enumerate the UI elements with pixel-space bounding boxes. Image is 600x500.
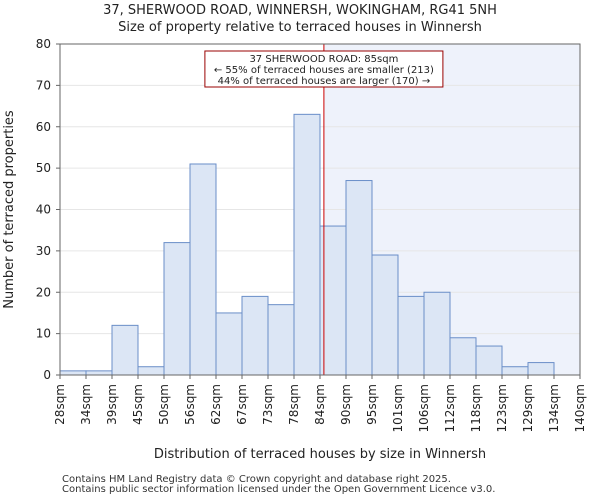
footer-line-1: Contains HM Land Registry data © Crown c… — [62, 474, 451, 485]
bar-101sqm — [397, 295, 425, 376]
bar-90sqm — [345, 180, 373, 376]
bar-34sqm — [85, 370, 113, 376]
y-tick-label: 50 — [36, 161, 51, 175]
y-tick-label: 80 — [36, 37, 51, 51]
y-tick-label: 40 — [36, 203, 51, 217]
x-tick-label: 90sqm — [339, 384, 353, 425]
bar-67sqm — [241, 295, 269, 376]
annotation-line-3: 44% of terraced houses are larger (170) … — [218, 76, 431, 87]
x-tick-label: 50sqm — [157, 384, 171, 425]
y-tick-label: 20 — [36, 285, 51, 299]
annotation-line-2: ← 55% of terraced houses are smaller (21… — [214, 65, 434, 76]
bar-28sqm — [59, 370, 87, 376]
x-axis-label: Distribution of terraced houses by size … — [154, 447, 486, 462]
x-tick-label: 101sqm — [391, 384, 405, 432]
bar-50sqm — [163, 242, 191, 376]
x-tick-label: 106sqm — [417, 384, 431, 432]
footer-line-2: Contains public sector information licen… — [62, 484, 496, 495]
bar-118sqm — [475, 345, 503, 376]
bar-73sqm — [267, 304, 295, 376]
x-tick-label: 112sqm — [443, 384, 457, 432]
chart-subtitle: Size of property relative to terraced ho… — [118, 20, 482, 35]
x-tick-label: 28sqm — [53, 384, 67, 425]
x-tick-label: 118sqm — [469, 384, 483, 432]
x-axis-ticks: 28sqm 34sqm 39sqm 45sqm 50sqm 56sqm 62sqm 67sqm… — [53, 375, 587, 432]
x-tick-label: 34sqm — [79, 384, 93, 425]
x-tick-label: 123sqm — [495, 384, 509, 432]
annotation-line-1: 37 SHERWOOD ROAD: 85sqm — [249, 54, 398, 65]
x-tick-label: 84sqm — [313, 384, 327, 425]
y-tick-label: 10 — [36, 327, 51, 341]
chart-title: 37, SHERWOOD ROAD, WINNERSH, WOKINGHAM, … — [103, 3, 497, 18]
annotation-frame — [204, 50, 444, 88]
bar-45sqm — [137, 366, 165, 376]
x-tick-label: 134sqm — [547, 384, 561, 432]
y-tick-label: 60 — [36, 120, 51, 134]
x-tick-label: 129sqm — [521, 384, 535, 432]
annotation-box: 37 SHERWOOD ROAD: 85sqm ← 55% of terrace… — [204, 50, 444, 88]
bar-78sqm — [293, 113, 321, 376]
bar-62sqm — [215, 312, 243, 376]
bar-129sqm — [527, 362, 555, 376]
y-tick-label: 70 — [36, 78, 51, 92]
y-axis-label: Number of terraced properties — [2, 110, 17, 309]
x-tick-label: 78sqm — [287, 384, 301, 425]
x-tick-label: 39sqm — [105, 384, 119, 425]
x-tick-label: 95sqm — [365, 384, 379, 425]
x-tick-label: 62sqm — [209, 384, 223, 425]
bar-106sqm — [423, 291, 451, 376]
x-tick-label: 45sqm — [131, 384, 145, 425]
x-tick-label: 140sqm — [573, 384, 587, 432]
x-tick-label: 73sqm — [261, 384, 275, 425]
bar-39sqm — [111, 324, 139, 376]
histogram-chart: 0 10 20 30 40 50 60 70 80 28sqm 34sqm 39sqm 45sqm 50… — [2, 37, 587, 462]
bar-123sqm — [501, 366, 529, 376]
bar-95sqm — [371, 254, 399, 376]
y-tick-label: 0 — [43, 368, 51, 382]
x-tick-label: 67sqm — [235, 384, 249, 425]
y-axis-ticks: 0 10 20 30 40 50 60 70 80 — [36, 37, 60, 382]
y-tick-label: 30 — [36, 244, 51, 258]
x-tick-label: 56sqm — [183, 384, 197, 425]
bar-112sqm — [449, 337, 477, 376]
bar-56sqm — [189, 163, 217, 376]
